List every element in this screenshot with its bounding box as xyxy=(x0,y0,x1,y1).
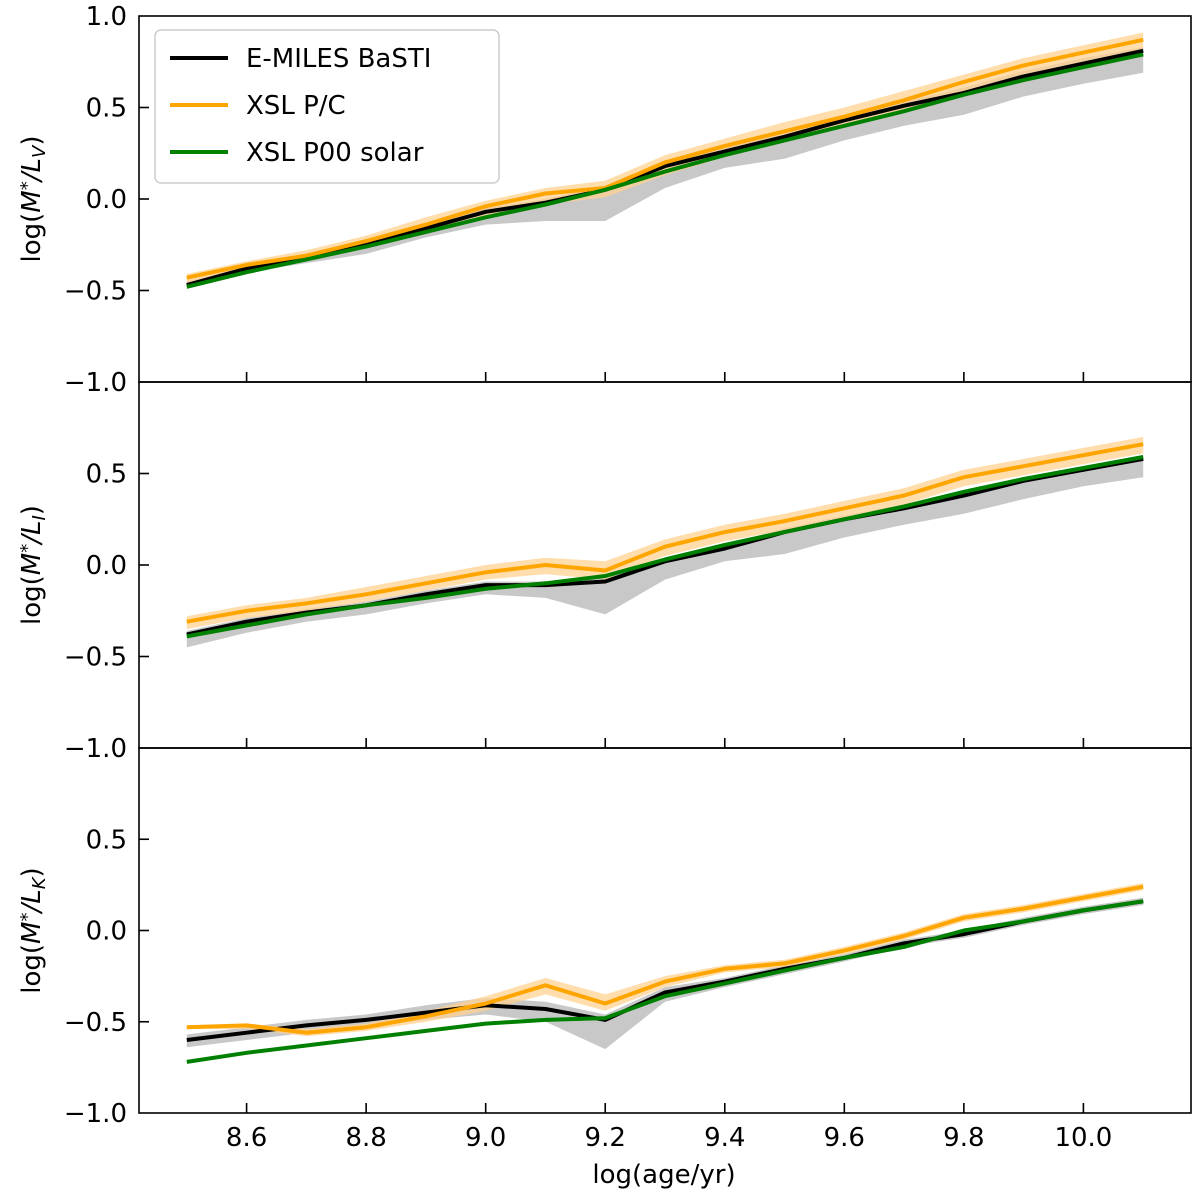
x-tick-label: 9.0 xyxy=(465,1123,506,1153)
band-xsl-pc xyxy=(186,436,1144,629)
line-emiles-basti xyxy=(186,899,1144,1042)
y-tick-label: −0.5 xyxy=(64,277,127,307)
y-tick-label: 0.5 xyxy=(86,825,127,855)
panel-3: 0.5 0.0 −0.5 −1.0 log(M*/LK) xyxy=(17,747,1192,1129)
panels-group: 1.0 0.5 0.0 −0.5 −1.0 log(M*/LV) 0.5 0.0 −0.5 −1.… xyxy=(17,2,1192,1153)
line-xsl-p00-solar xyxy=(186,899,1144,1064)
y-tick-label: 0.0 xyxy=(86,185,127,215)
x-tick-label: 9.6 xyxy=(824,1123,865,1153)
y-tick-label: 0.5 xyxy=(86,94,127,124)
legend-box xyxy=(154,29,500,184)
x-tick-label: 10.0 xyxy=(1054,1123,1112,1153)
y-tick-label: 0.0 xyxy=(86,551,127,581)
y-tick-label: 1.0 xyxy=(86,2,127,32)
y-tick-label: 0.5 xyxy=(86,460,127,490)
x-tick-label: 9.8 xyxy=(943,1123,984,1153)
y-tick-label: −0.5 xyxy=(64,643,127,673)
band-xsl-pc xyxy=(186,32,1144,284)
x-tick-label: 9.4 xyxy=(704,1123,745,1153)
x-tick-labels: 8.6 8.8 9.0 9.2 9.4 9.6 9.8 10.0 xyxy=(226,1123,1112,1153)
line-xsl-p00-solar xyxy=(186,52,1144,289)
legend-label: XSL P00 solar xyxy=(246,138,424,168)
y-tick-label: −1.0 xyxy=(64,1099,127,1129)
y-axis-label: log(M*/LK) xyxy=(17,867,51,993)
x-tick-label: 8.8 xyxy=(345,1123,386,1153)
y-tick-label: −0.5 xyxy=(64,1008,127,1038)
legend-label: E-MILES BaSTI xyxy=(246,44,431,74)
y-axis-label: log(M*/LV) xyxy=(17,136,51,263)
line-xsl-pc xyxy=(186,442,1144,624)
line-xsl-pc xyxy=(186,37,1144,280)
line-xsl-pc xyxy=(186,884,1144,1035)
x-tick-label: 8.6 xyxy=(226,1123,267,1153)
y-tick-label: −1.0 xyxy=(64,734,127,764)
legend: E-MILES BaSTI XSL P/C XSL P00 solar xyxy=(154,29,500,184)
line-xsl-p00-solar xyxy=(186,455,1144,639)
panel-1: 1.0 0.5 0.0 −0.5 −1.0 log(M*/LV) xyxy=(17,2,1192,398)
x-tick-label: 9.2 xyxy=(585,1123,626,1153)
x-axis-label: log(age/yr) xyxy=(592,1160,735,1190)
legend-label: XSL P/C xyxy=(246,91,346,121)
y-tick-label: −1.0 xyxy=(64,368,127,398)
y-tick-label: 0.0 xyxy=(86,917,127,947)
y-axis-label: log(M*/LI) xyxy=(17,505,51,625)
